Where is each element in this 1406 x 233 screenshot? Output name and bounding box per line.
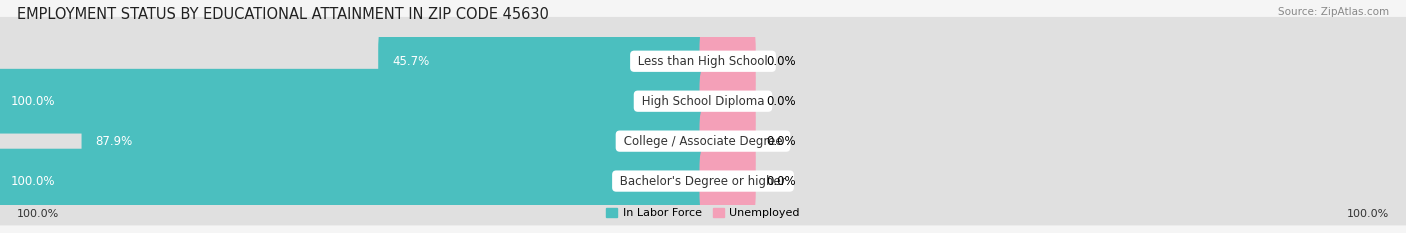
FancyBboxPatch shape	[0, 57, 1406, 146]
Text: 87.9%: 87.9%	[96, 135, 132, 148]
FancyBboxPatch shape	[0, 149, 707, 213]
Legend: In Labor Force, Unemployed: In Labor Force, Unemployed	[602, 204, 804, 223]
FancyBboxPatch shape	[700, 29, 756, 94]
FancyBboxPatch shape	[82, 109, 707, 174]
FancyBboxPatch shape	[0, 17, 1406, 106]
Text: 45.7%: 45.7%	[392, 55, 429, 68]
FancyBboxPatch shape	[378, 29, 707, 94]
FancyBboxPatch shape	[0, 97, 1406, 185]
FancyBboxPatch shape	[0, 69, 707, 134]
Text: Source: ZipAtlas.com: Source: ZipAtlas.com	[1278, 7, 1389, 17]
Text: College / Associate Degree: College / Associate Degree	[620, 135, 786, 148]
FancyBboxPatch shape	[700, 109, 756, 174]
Text: 100.0%: 100.0%	[1347, 209, 1389, 219]
Text: 0.0%: 0.0%	[766, 55, 796, 68]
FancyBboxPatch shape	[700, 149, 756, 213]
Text: 100.0%: 100.0%	[10, 175, 55, 188]
FancyBboxPatch shape	[700, 69, 756, 134]
Text: 0.0%: 0.0%	[766, 175, 796, 188]
Text: Bachelor's Degree or higher: Bachelor's Degree or higher	[616, 175, 790, 188]
Text: 100.0%: 100.0%	[10, 95, 55, 108]
FancyBboxPatch shape	[0, 137, 1406, 225]
Text: EMPLOYMENT STATUS BY EDUCATIONAL ATTAINMENT IN ZIP CODE 45630: EMPLOYMENT STATUS BY EDUCATIONAL ATTAINM…	[17, 7, 548, 22]
Text: Less than High School: Less than High School	[634, 55, 772, 68]
Text: High School Diploma: High School Diploma	[638, 95, 768, 108]
Text: 0.0%: 0.0%	[766, 95, 796, 108]
Text: 100.0%: 100.0%	[17, 209, 59, 219]
Text: 0.0%: 0.0%	[766, 135, 796, 148]
